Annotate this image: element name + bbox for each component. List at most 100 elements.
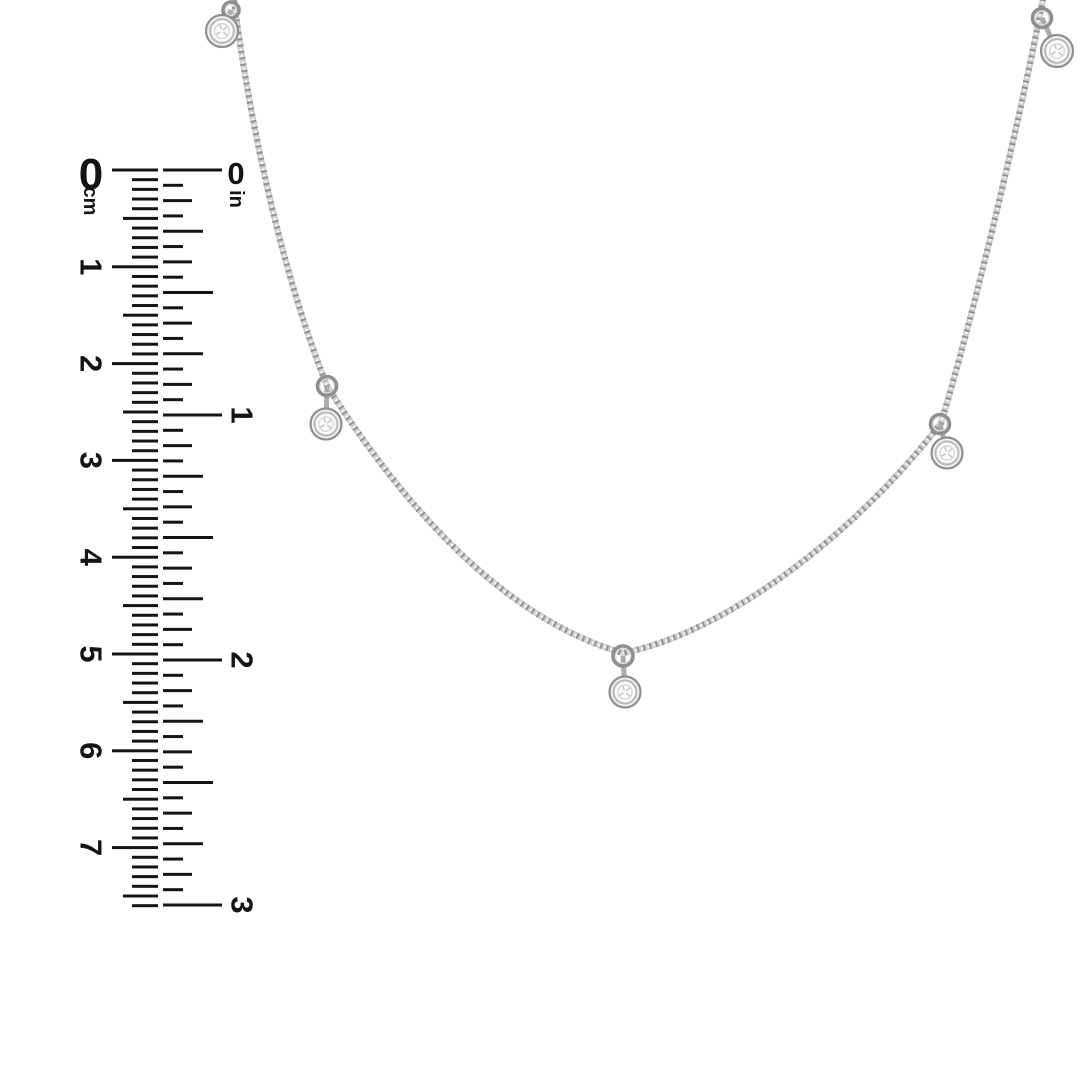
cm-minor-tick bbox=[132, 691, 158, 695]
cm-minor-tick bbox=[132, 575, 158, 579]
cm-half-tick bbox=[123, 700, 158, 704]
inch-sixteenth-tick bbox=[163, 336, 183, 340]
necklace bbox=[204, 0, 1075, 709]
cm-major-tick bbox=[112, 168, 158, 172]
inch-eighth-tick bbox=[163, 566, 192, 570]
cm-minor-tick bbox=[132, 623, 158, 627]
cm-minor-tick bbox=[132, 226, 158, 230]
cm-minor-tick bbox=[132, 274, 158, 278]
jump-ring-highlight bbox=[932, 416, 948, 432]
inch-half-tick bbox=[163, 536, 213, 539]
diamond-facet bbox=[625, 692, 631, 697]
cm-minor-tick bbox=[132, 836, 158, 840]
chain bbox=[230, 0, 1046, 657]
jump-ring-highlight bbox=[225, 3, 238, 17]
cm-ticks bbox=[112, 168, 158, 908]
diamond-facet bbox=[947, 453, 953, 458]
inch-half-tick bbox=[163, 291, 213, 294]
diamond bbox=[213, 22, 231, 40]
inch-major-tick bbox=[163, 413, 222, 417]
cm-minor-tick bbox=[132, 739, 158, 743]
inch-sixteenth-tick bbox=[163, 398, 183, 402]
cm-number-label: 7 bbox=[74, 839, 109, 856]
inch-number-label: 1 bbox=[225, 406, 260, 423]
cm-minor-tick bbox=[132, 729, 158, 733]
inch-sixteenth-tick bbox=[163, 888, 183, 892]
diamond-facet bbox=[326, 424, 332, 429]
inch-sixteenth-tick bbox=[163, 796, 183, 800]
diamond-facet bbox=[1057, 46, 1063, 51]
cm-minor-tick bbox=[132, 294, 158, 298]
charm bbox=[204, 0, 241, 49]
inch-sixteenth-tick bbox=[163, 551, 183, 555]
cm-minor-tick bbox=[132, 565, 158, 569]
diamond-facet bbox=[947, 448, 953, 453]
diamond-facet bbox=[619, 692, 625, 696]
cm-major-tick bbox=[112, 652, 158, 656]
chain-hollow-stroke bbox=[232, 0, 1045, 655]
cm-half-tick bbox=[123, 894, 158, 898]
charm bbox=[608, 644, 642, 709]
diamond-facet bbox=[941, 453, 947, 457]
cm-minor-tick bbox=[132, 594, 158, 598]
inch-sixteenth-tick bbox=[163, 581, 183, 585]
cm-minor-tick bbox=[132, 826, 158, 830]
diamond-facet bbox=[320, 424, 326, 428]
cm-minor-tick bbox=[132, 304, 158, 308]
jump-ring bbox=[1030, 6, 1054, 30]
inch-sixteenth-tick bbox=[163, 765, 183, 769]
charms bbox=[204, 0, 1075, 709]
inch-sixteenth-tick bbox=[163, 520, 183, 524]
inch-number-labels: 1 2 3 bbox=[225, 406, 260, 913]
inch-ticks bbox=[163, 168, 222, 907]
cm-minor-tick bbox=[132, 187, 158, 191]
cm-minor-tick bbox=[132, 449, 158, 453]
inch-unit-label: in bbox=[225, 190, 247, 208]
cm-minor-tick bbox=[132, 497, 158, 501]
cm-minor-tick bbox=[132, 381, 158, 385]
inch-sixteenth-tick bbox=[163, 704, 183, 708]
inch-eighth-tick bbox=[163, 260, 192, 264]
cm-major-tick bbox=[112, 749, 158, 753]
cm-minor-tick bbox=[132, 468, 158, 472]
cm-minor-tick bbox=[132, 207, 158, 211]
diamond-facet bbox=[215, 31, 221, 35]
inch-sixteenth-tick bbox=[163, 490, 183, 494]
inch-sixteenth-tick bbox=[163, 214, 183, 218]
cm-minor-tick bbox=[132, 817, 158, 821]
cm-minor-tick bbox=[132, 333, 158, 337]
diamond-facet bbox=[944, 446, 948, 452]
cm-unit-label: cm bbox=[79, 187, 101, 216]
diamond-facet bbox=[323, 417, 327, 423]
diamond-facet bbox=[625, 687, 631, 692]
cm-minor-tick bbox=[132, 487, 158, 491]
cm-minor-tick bbox=[132, 633, 158, 637]
cm-major-tick bbox=[112, 362, 158, 366]
ruler: 0 cm 1 2 3 4 5 6 7 0 in 1 2 3 bbox=[74, 150, 260, 914]
inch-sixteenth-tick bbox=[163, 367, 183, 371]
cm-minor-tick bbox=[132, 613, 158, 617]
cm-half-tick bbox=[123, 507, 158, 511]
cm-number-label: 2 bbox=[74, 355, 109, 372]
cm-minor-tick bbox=[132, 642, 158, 646]
inch-sixteenth-tick bbox=[163, 826, 183, 830]
inch-quarter-tick bbox=[163, 597, 203, 601]
diamond-facet bbox=[622, 685, 626, 691]
inch-number-label: 2 bbox=[225, 651, 260, 668]
inch-eighth-tick bbox=[163, 627, 192, 631]
cm-minor-tick bbox=[132, 342, 158, 346]
inch-half-tick bbox=[163, 781, 213, 784]
cm-major-tick bbox=[112, 555, 158, 559]
inch-quarter-tick bbox=[163, 842, 203, 846]
diamond bbox=[1048, 42, 1066, 60]
jump-ring-highlight bbox=[319, 378, 335, 394]
inch-zero-label: 0 bbox=[227, 156, 244, 191]
diamond-facet bbox=[326, 419, 332, 424]
charm bbox=[928, 412, 964, 470]
cm-minor-tick bbox=[132, 236, 158, 240]
cm-minor-tick bbox=[132, 788, 158, 792]
cm-minor-tick bbox=[132, 671, 158, 675]
cm-number-label: 4 bbox=[74, 549, 109, 567]
cm-minor-tick bbox=[132, 807, 158, 811]
